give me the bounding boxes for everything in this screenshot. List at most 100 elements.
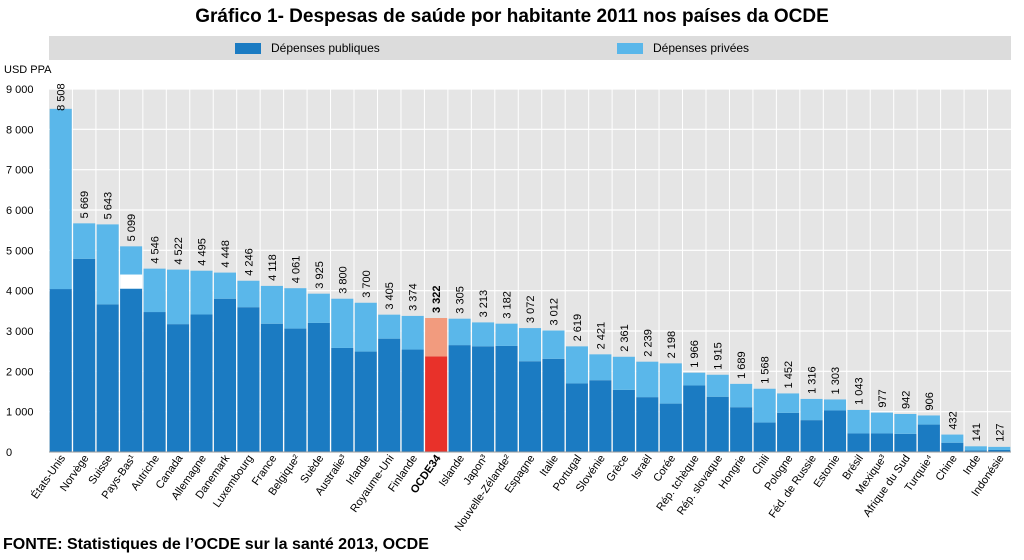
data-label: 1 689 (736, 351, 748, 379)
bar-public (988, 449, 1011, 452)
data-label: 3 925 (314, 261, 326, 289)
bar-private (331, 298, 354, 348)
bar-public (237, 307, 260, 452)
x-tick-label: Italie (538, 453, 561, 479)
bar-private (167, 269, 190, 325)
data-label: 4 546 (150, 236, 162, 264)
bar-public (706, 396, 729, 452)
bar-public (917, 424, 940, 452)
data-label: 141 (971, 423, 983, 441)
bar-public (448, 345, 471, 452)
bar-public (96, 304, 119, 452)
bar-public (589, 380, 612, 452)
data-label: 1 303 (830, 367, 842, 395)
bar-private (518, 328, 542, 362)
data-label: 3 405 (384, 282, 396, 310)
bar-private (354, 302, 377, 352)
bar-public (894, 433, 917, 452)
bar-private (636, 361, 659, 398)
bar-public (73, 258, 96, 452)
data-label: 3 213 (478, 290, 490, 318)
bar-public (120, 288, 143, 452)
bar-public (401, 349, 424, 452)
bar-private (589, 354, 612, 381)
bar-public (870, 433, 893, 452)
data-label: 2 198 (666, 331, 678, 359)
bar-public (777, 412, 800, 452)
data-label: 3 374 (408, 283, 420, 311)
bar-public (612, 389, 635, 452)
y-tick-label: 8 000 (6, 124, 34, 136)
bar-private (143, 268, 166, 313)
bar-private (401, 315, 424, 350)
data-label: 2 619 (572, 314, 584, 342)
bar-private (542, 330, 565, 359)
legend-label-public: Dépenses publiques (271, 41, 380, 55)
data-label: 2 421 (595, 322, 607, 350)
bar-public (143, 312, 166, 452)
bar-private (964, 446, 987, 451)
bar-private (870, 412, 893, 434)
bar-private (565, 346, 588, 384)
data-label: 4 118 (267, 254, 279, 281)
bar-private (237, 280, 260, 308)
bar-public (307, 322, 330, 452)
y-tick-label: 3 000 (6, 326, 34, 338)
bar-private (847, 409, 870, 434)
bar-public (354, 351, 377, 452)
bar-private (753, 388, 776, 423)
bar-public (659, 403, 682, 452)
data-label: 2 239 (642, 329, 654, 357)
data-label: 3 182 (502, 291, 514, 319)
data-label: 3 012 (548, 298, 560, 326)
bar-public (964, 450, 987, 452)
x-tick-label: Chili (750, 453, 772, 477)
bar-private (917, 415, 940, 425)
bar-public (823, 410, 847, 452)
x-tick-label: États-Unis (28, 452, 68, 501)
bar-public (378, 338, 401, 452)
bar-public (167, 324, 190, 452)
chart-legend: Dépenses publiques Dépenses privées (49, 36, 1011, 60)
bar-public (284, 328, 307, 452)
bar-private (448, 318, 471, 346)
data-label: 1 966 (689, 340, 701, 368)
data-label: 4 495 (197, 238, 209, 266)
bar-private (823, 399, 847, 411)
legend-swatch-private (617, 42, 643, 54)
bar-private (495, 323, 518, 346)
y-tick-label: 4 000 (6, 286, 34, 298)
bar-private (612, 356, 635, 390)
data-label: 3 322 (431, 285, 443, 313)
bar-public (753, 422, 776, 452)
bar-public (941, 442, 964, 452)
y-axis-unit-label: USD PPA (4, 64, 52, 76)
bar-private (190, 270, 213, 315)
bar-public (518, 361, 542, 452)
bar-private (73, 223, 96, 259)
bar-private (941, 434, 964, 443)
bar-private (425, 318, 448, 357)
data-label: 4 061 (290, 256, 302, 284)
bar-private (213, 272, 237, 299)
x-tick-label: Grèce (604, 453, 631, 484)
y-tick-label: 5 000 (6, 245, 34, 257)
bar-public (331, 347, 354, 452)
data-label: 432 (947, 411, 959, 429)
data-label: 1 452 (783, 361, 795, 389)
data-label: 1 568 (760, 356, 772, 384)
bar-private (706, 374, 729, 397)
bar-public (190, 314, 213, 452)
data-label: 5 669 (79, 191, 91, 219)
y-tick-label: 6 000 (6, 205, 34, 217)
bar-private (472, 322, 495, 347)
bar-public (472, 346, 495, 452)
bar-private (683, 372, 706, 386)
legend-item-public: Dépenses publiques (235, 41, 380, 55)
y-tick-label: 7 000 (6, 165, 34, 177)
y-tick-label: 0 (6, 447, 12, 459)
chart-title: Gráfico 1- Despesas de saúde por habitan… (195, 6, 829, 27)
data-label: 8 508 (56, 83, 68, 111)
bar-public (495, 345, 518, 452)
